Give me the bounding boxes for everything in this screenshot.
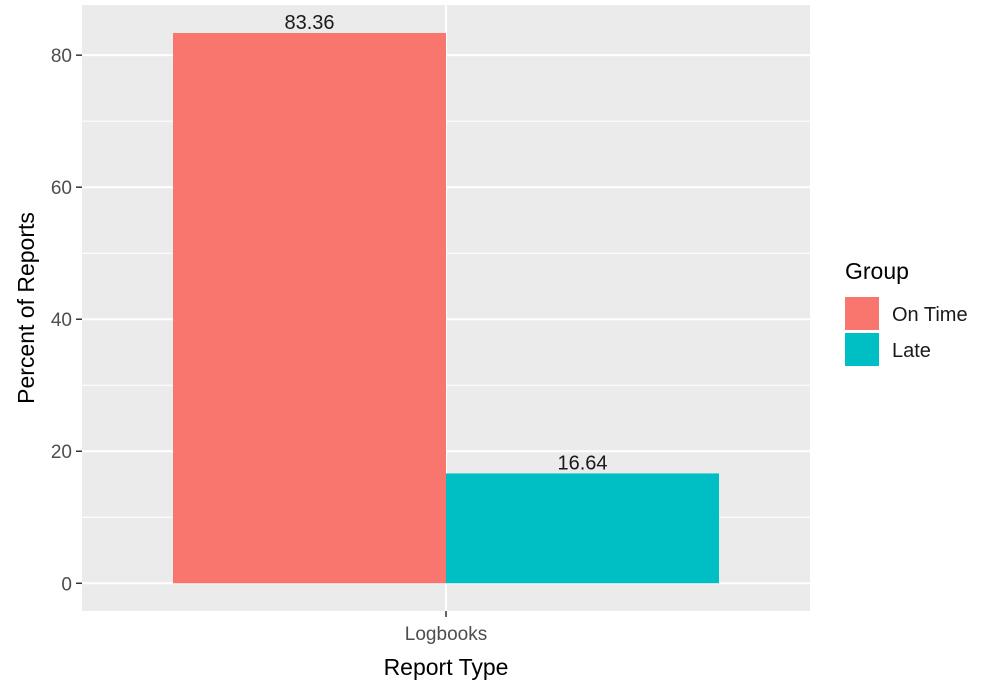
bar-on-time: [173, 32, 446, 584]
bars: [173, 32, 719, 584]
legend: Group On Time Late: [845, 258, 968, 366]
y-axis: 0 20 40 60 80: [51, 46, 82, 595]
bar-late: [446, 473, 719, 584]
legend-label: Late: [892, 340, 931, 362]
x-axis: Logbooks: [405, 611, 487, 645]
x-tick-label: Logbooks: [405, 624, 487, 645]
y-tick-label: 60: [51, 178, 72, 199]
y-tick-label: 40: [51, 310, 72, 331]
data-label: 16.64: [557, 452, 607, 474]
legend-label: On Time: [892, 304, 968, 326]
legend-swatch-on-time: [845, 297, 879, 330]
y-tick-label: 20: [51, 442, 72, 463]
legend-swatch-late: [845, 333, 879, 366]
data-label: 83.36: [284, 12, 334, 34]
data-labels: 83.36 16.64: [284, 12, 607, 474]
y-tick-label: 80: [51, 46, 72, 67]
y-axis-title: Percent of Reports: [13, 212, 39, 404]
x-axis-title: Report Type: [384, 654, 509, 680]
y-tick-label: 0: [61, 574, 72, 595]
legend-title: Group: [845, 258, 909, 284]
